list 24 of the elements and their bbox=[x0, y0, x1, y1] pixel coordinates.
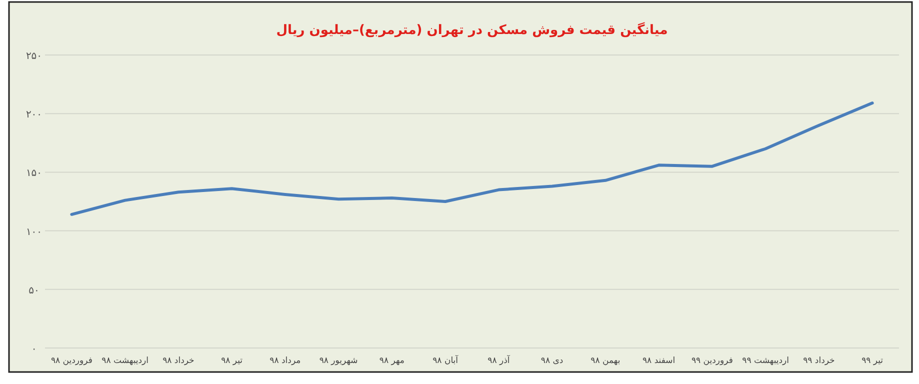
x-tick-label: دی ۹۸ bbox=[540, 356, 564, 366]
x-tick-label: مرداد ۹۸ bbox=[270, 356, 301, 366]
line-series bbox=[70, 102, 874, 216]
x-tick-label: آبان ۹۸ bbox=[432, 355, 459, 366]
x-tick-label: اردیبهشت ۹۸ bbox=[102, 356, 148, 366]
x-tick-label: فروردین ۹۹ bbox=[691, 356, 733, 366]
x-tick-label: آذر ۹۸ bbox=[488, 355, 510, 366]
x-tick-label: بهمن ۹۸ bbox=[590, 356, 620, 366]
x-tick-label: خرداد ۹۹ bbox=[803, 356, 835, 366]
x-tick-label: شهریور ۹۸ bbox=[319, 356, 358, 366]
x-tick-label: تیر ۹۸ bbox=[221, 356, 244, 366]
x-tick-label: مهر ۹۸ bbox=[379, 356, 404, 366]
x-tick-label: فروردین ۹۸ bbox=[50, 356, 92, 366]
chart-title: میانگین قیمت فروش مسکن در تهران (مترمربع)–میلیون ریال bbox=[276, 22, 668, 38]
y-tick-label: ۱۰۰ bbox=[26, 226, 42, 238]
y-tick-label: ۵۰ bbox=[28, 285, 40, 296]
x-tick-label: خرداد ۹۸ bbox=[162, 356, 194, 366]
y-tick-label: ۲۵۰ bbox=[26, 51, 42, 62]
y-tick-label: ۱۵۰ bbox=[26, 168, 42, 180]
y-tick-label: ۰ bbox=[31, 344, 37, 355]
x-tick-label: اردیبهشت ۹۹ bbox=[742, 356, 789, 366]
y-tick-label: ۲۰۰ bbox=[26, 110, 42, 121]
x-tick-label: تیر ۹۹ bbox=[862, 356, 884, 366]
x-tick-label: اسفند ۹۸ bbox=[642, 356, 676, 366]
